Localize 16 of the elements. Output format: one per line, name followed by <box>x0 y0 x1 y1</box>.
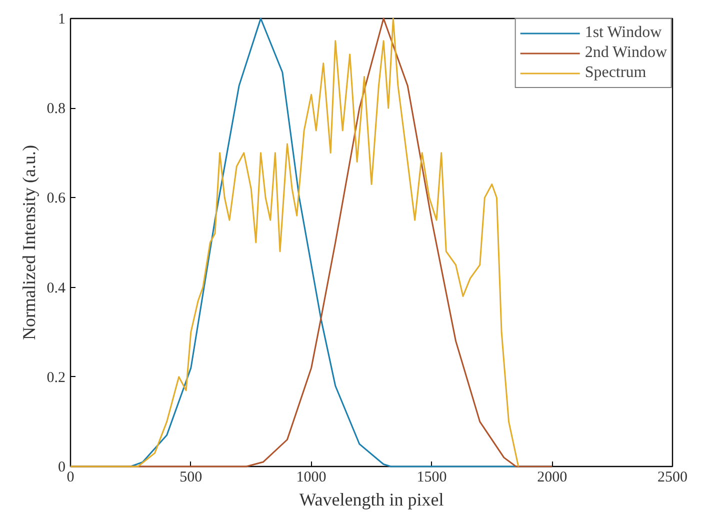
x-tick-label: 1500 <box>416 470 447 486</box>
legend-label: 2nd Window <box>584 44 667 62</box>
legend-label: 1st Window <box>584 24 662 42</box>
y-tick-label: 0.4 <box>46 280 66 296</box>
legend-label: Spectrum <box>584 64 646 82</box>
y-tick-label: 0.6 <box>46 190 66 207</box>
x-tick-label: 2000 <box>537 470 568 486</box>
y-axis-title: Normalized Intensity (a.u.) <box>18 145 39 340</box>
y-tick-label: 0 <box>58 460 66 476</box>
x-tick-label: 2500 <box>658 470 688 486</box>
x-axis-title: Wavelength in pixel <box>299 490 444 510</box>
y-tick-label: 1 <box>58 12 66 28</box>
x-tick-label: 500 <box>180 470 202 486</box>
x-tick-label: 1000 <box>296 470 326 486</box>
y-tick-label: 0.2 <box>46 370 66 386</box>
y-tick-label: 0.8 <box>46 101 66 118</box>
